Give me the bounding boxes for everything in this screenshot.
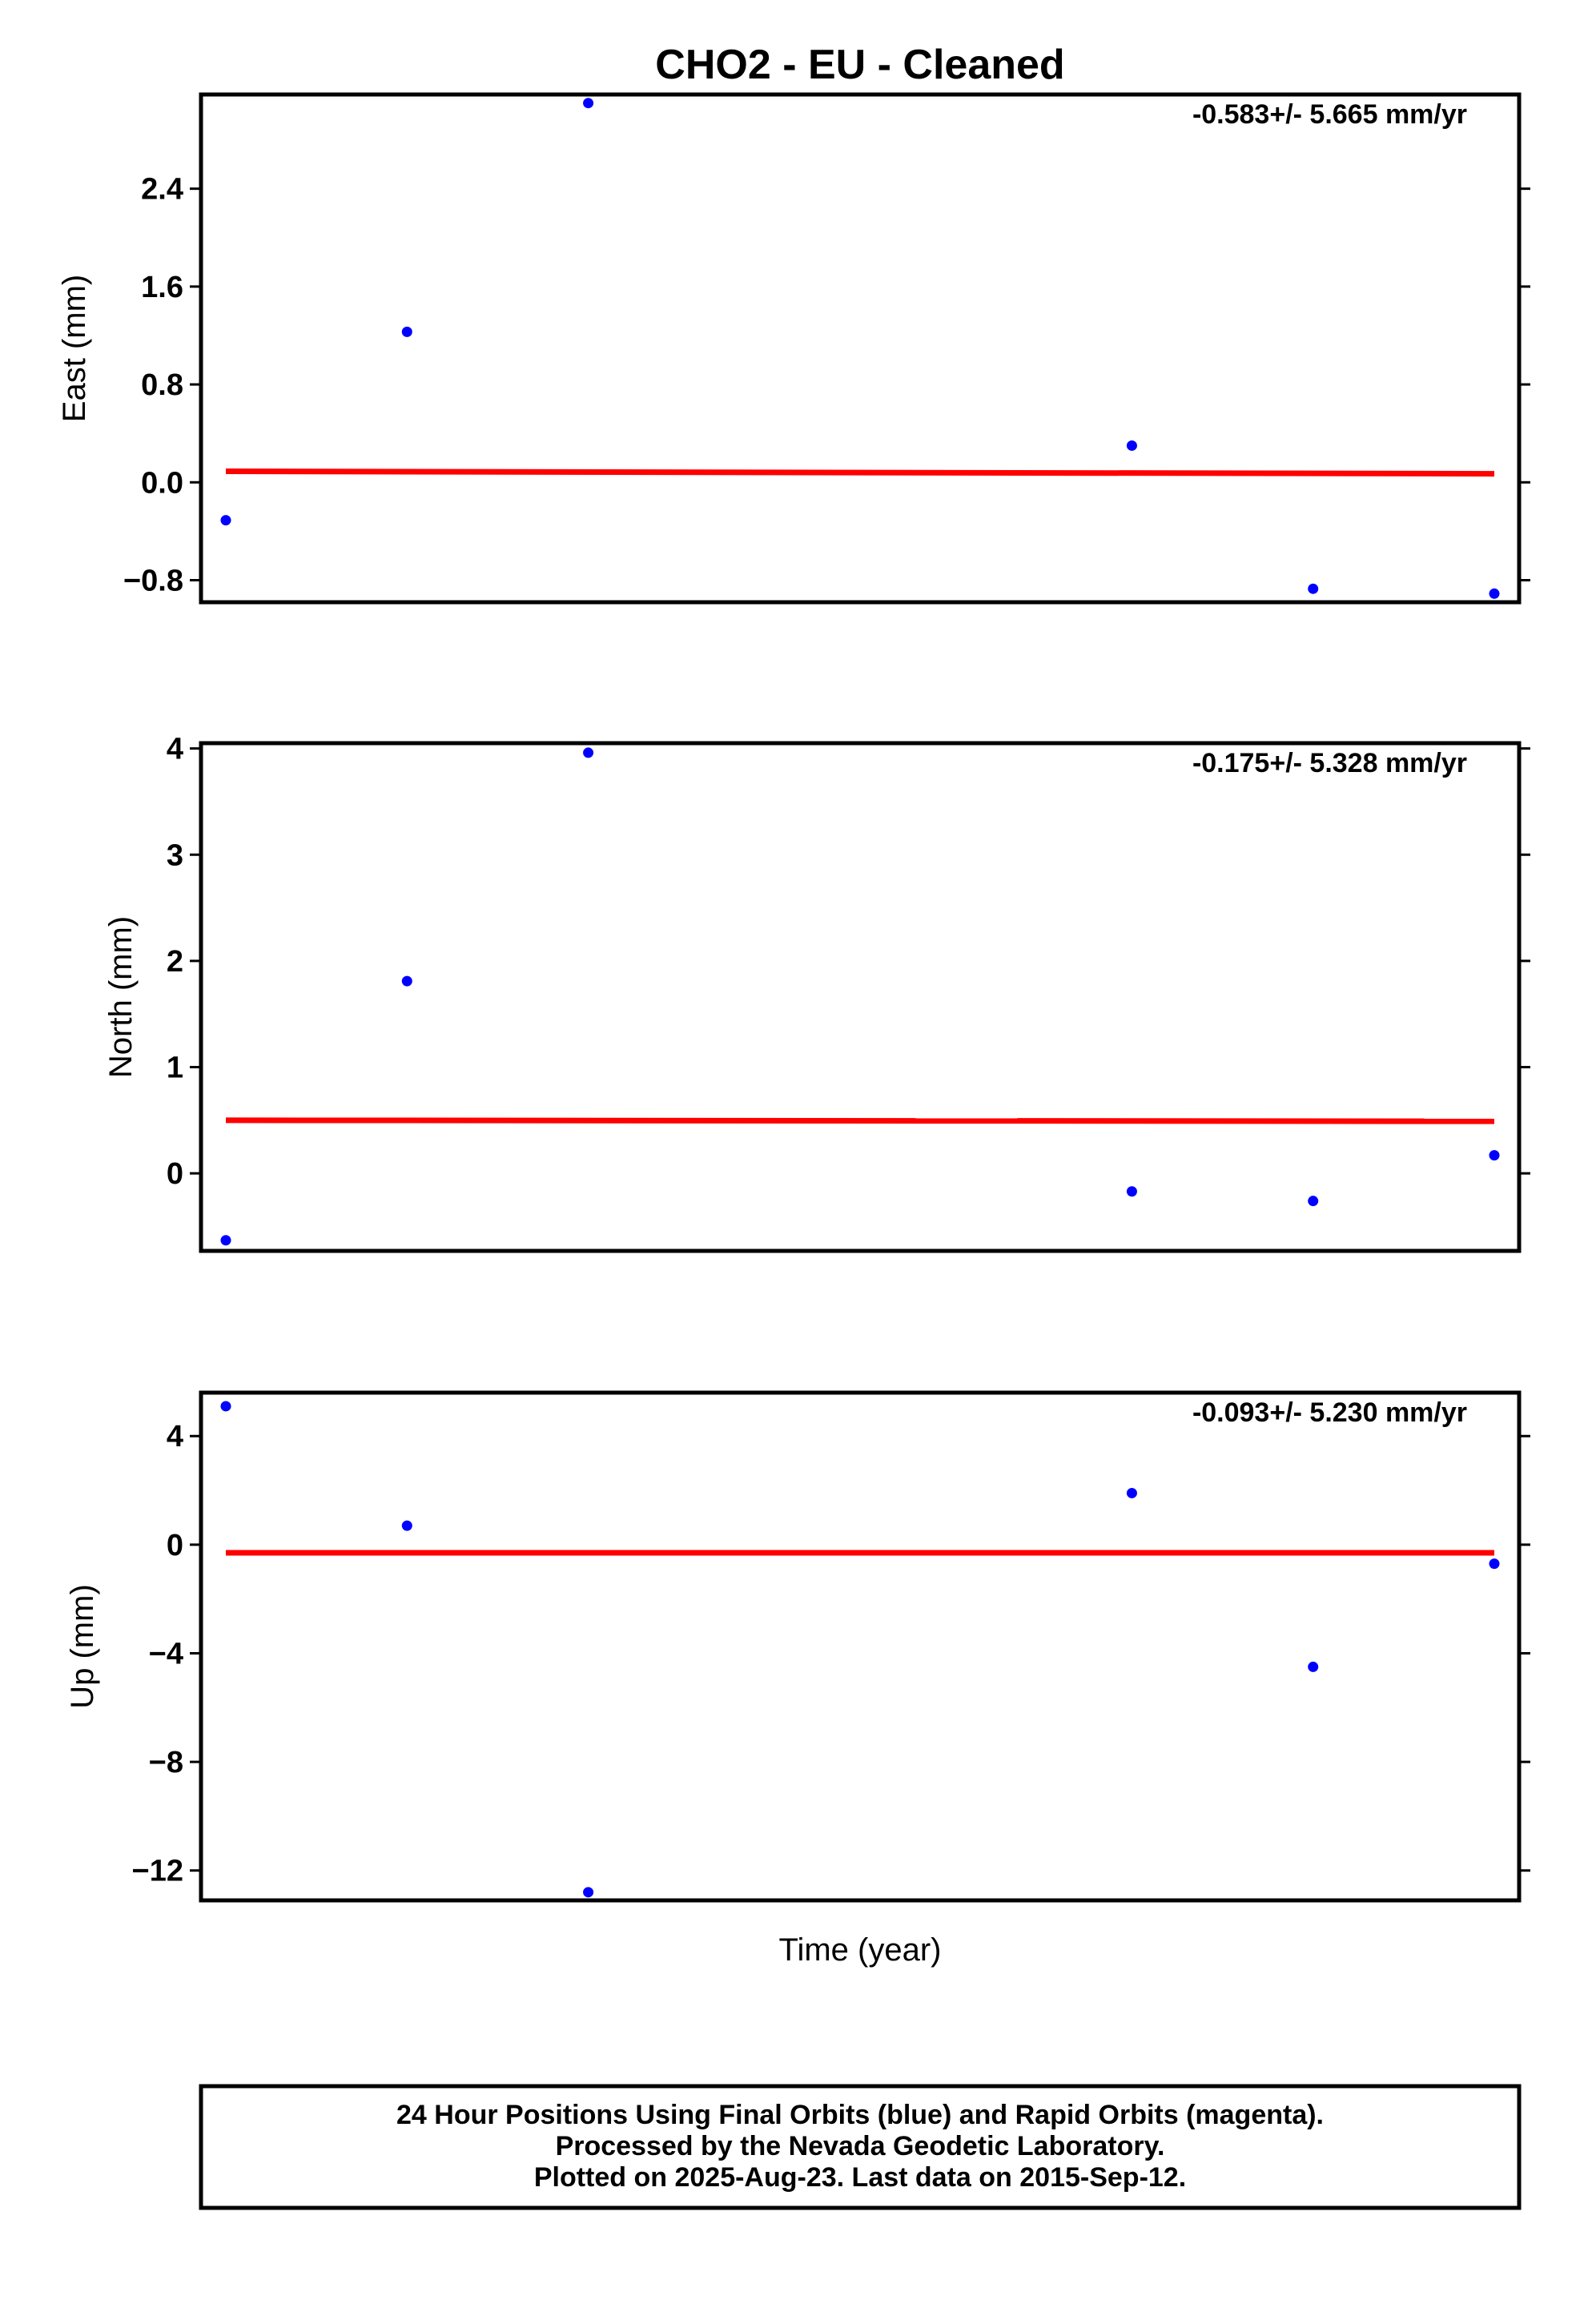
up-plot-frame xyxy=(199,1390,1522,1903)
north-y-tick-label: 3 xyxy=(167,838,183,872)
x-axis-label: Time (year) xyxy=(779,1932,942,1968)
east-y-tick-label: 0.8 xyxy=(141,368,183,402)
north-data-point xyxy=(1489,1150,1500,1161)
north-y-tick-label: 2 xyxy=(167,945,183,979)
up-data-point xyxy=(1126,1487,1137,1498)
east-rate-annotation: -0.583+/- 5.665 mm/yr xyxy=(1192,99,1467,130)
east-y-tick-label: 1.6 xyxy=(141,271,183,304)
north-y-tick-label: 1 xyxy=(167,1051,183,1085)
east-plot-frame xyxy=(199,92,1522,605)
east-data-point xyxy=(1489,588,1500,599)
east-y-axis-label: East (mm) xyxy=(57,275,92,422)
up-data-point xyxy=(1489,1558,1500,1570)
north-plot-frame xyxy=(199,741,1522,1253)
footer-line-3: Plotted on 2025-Aug-23. Last data on 201… xyxy=(534,2162,1186,2193)
up-data-point xyxy=(1308,1661,1319,1672)
north-data-point xyxy=(220,1235,231,1246)
footer-line-2: Processed by the Nevada Geodetic Laborat… xyxy=(556,2131,1165,2161)
east-y-tick-label: 0.0 xyxy=(141,466,183,500)
up-y-tick-label: 4 xyxy=(167,1420,183,1454)
footer-box xyxy=(199,2084,1522,2210)
east-data-point xyxy=(220,515,231,526)
north-y-tick-label: 0 xyxy=(167,1157,183,1191)
north-data-point xyxy=(1308,1196,1319,1207)
north-data-point xyxy=(1126,1186,1137,1197)
north-data-point xyxy=(583,747,594,758)
up-data-point xyxy=(583,1887,594,1898)
up-y-tick-label: −8 xyxy=(149,1746,183,1779)
up-data-point xyxy=(220,1401,231,1412)
north-data-point xyxy=(401,975,412,987)
up-rate-annotation: -0.093+/- 5.230 mm/yr xyxy=(1192,1397,1467,1428)
up-data-point xyxy=(401,1520,412,1531)
up-y-tick-label: −12 xyxy=(132,1855,183,1888)
north-trend-line xyxy=(225,1117,1495,1124)
north-y-axis-label: North (mm) xyxy=(103,916,139,1078)
north-rate-annotation: -0.175+/- 5.328 mm/yr xyxy=(1192,748,1467,778)
east-data-point xyxy=(401,326,412,337)
up-y-tick-label: −4 xyxy=(149,1637,183,1671)
east-data-point xyxy=(1308,583,1319,594)
east-data-point xyxy=(583,98,594,109)
north-panel: 4 3 2 1 0 -0.175+/- 5.328 mm/yr North (mm) xyxy=(103,733,1530,1253)
east-trend-line xyxy=(225,468,1495,477)
chart-title: CHO2 - EU - Cleaned xyxy=(655,42,1064,88)
east-y-tick-label: −0.8 xyxy=(123,565,183,598)
up-y-axis-label: Up (mm) xyxy=(65,1584,100,1709)
east-y-tick-label: 2.4 xyxy=(141,173,183,207)
north-y-tick-label: 4 xyxy=(167,733,183,766)
east-panel: 2.4 1.6 0.8 0.0 −0.8 -0.583+/- 5.665 mm/yr Eas… xyxy=(57,92,1530,605)
east-data-point xyxy=(1126,440,1137,451)
up-panel: 4 0 −4 −8 −12 -0.093+/- 5.230 mm/yr Up (mm) xyxy=(65,1390,1530,1903)
up-y-tick-label: 0 xyxy=(167,1529,183,1562)
footer-line-1: 24 Hour Positions Using Final Orbits (bl… xyxy=(396,2100,1324,2130)
